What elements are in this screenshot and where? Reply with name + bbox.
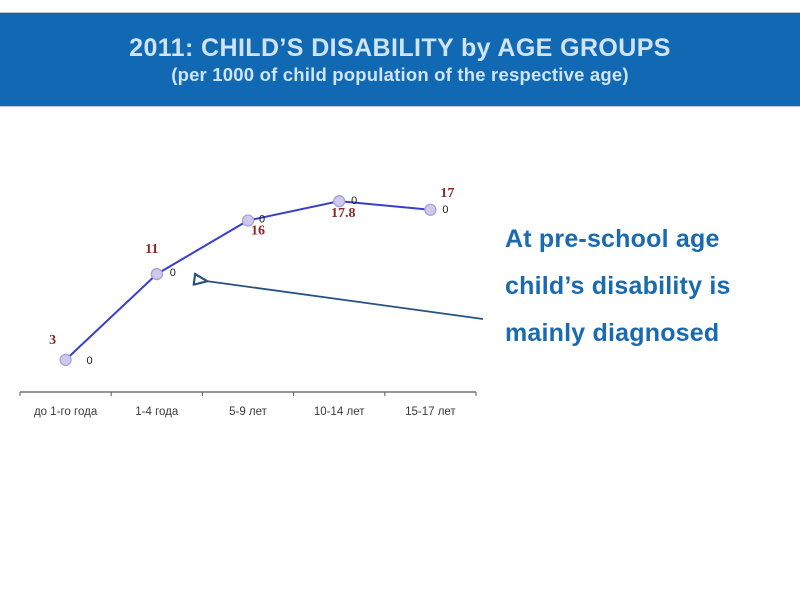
data-label-aux: 0 [170,267,176,279]
data-label-value: 3 [49,333,56,348]
data-point [241,214,255,227]
x-axis-label: 10-14 лет [314,406,365,418]
x-axis-label: до 1-го года [34,406,98,418]
data-label-value: 16 [251,223,265,238]
data-label-aux: 0 [259,213,265,225]
x-axis-label: 1-4 года [135,406,179,418]
annotation-line: child’s disability is [505,272,731,300]
data-label-aux: 0 [442,204,448,216]
data-label-value: 11 [145,242,158,257]
data-point [333,195,346,208]
x-axis-label: 15-17 лет [405,406,456,418]
data-label-value: 17.8 [331,206,356,221]
data-point [150,267,163,281]
data-label-value: 17 [440,186,454,201]
slide-subtitle: (per 1000 of child population of the res… [171,63,629,85]
annotation-line: mainly diagnosed [505,319,720,347]
annotation-line: At pre-school age [505,225,720,253]
data-point [424,203,437,216]
annotation-arrow [206,281,484,320]
annotation-text: At pre-school age child’s disability is … [505,216,765,357]
data-point [59,353,72,366]
data-label-aux: 0 [87,355,93,367]
slide-header: 2011: CHILD’S DISABILITY by AGE GROUPS (… [0,12,800,107]
x-axis-label: 5-9 лет [229,406,268,418]
data-label-aux: 0 [351,195,357,207]
slide-title: 2011: CHILD’S DISABILITY by AGE GROUPS [129,33,671,62]
